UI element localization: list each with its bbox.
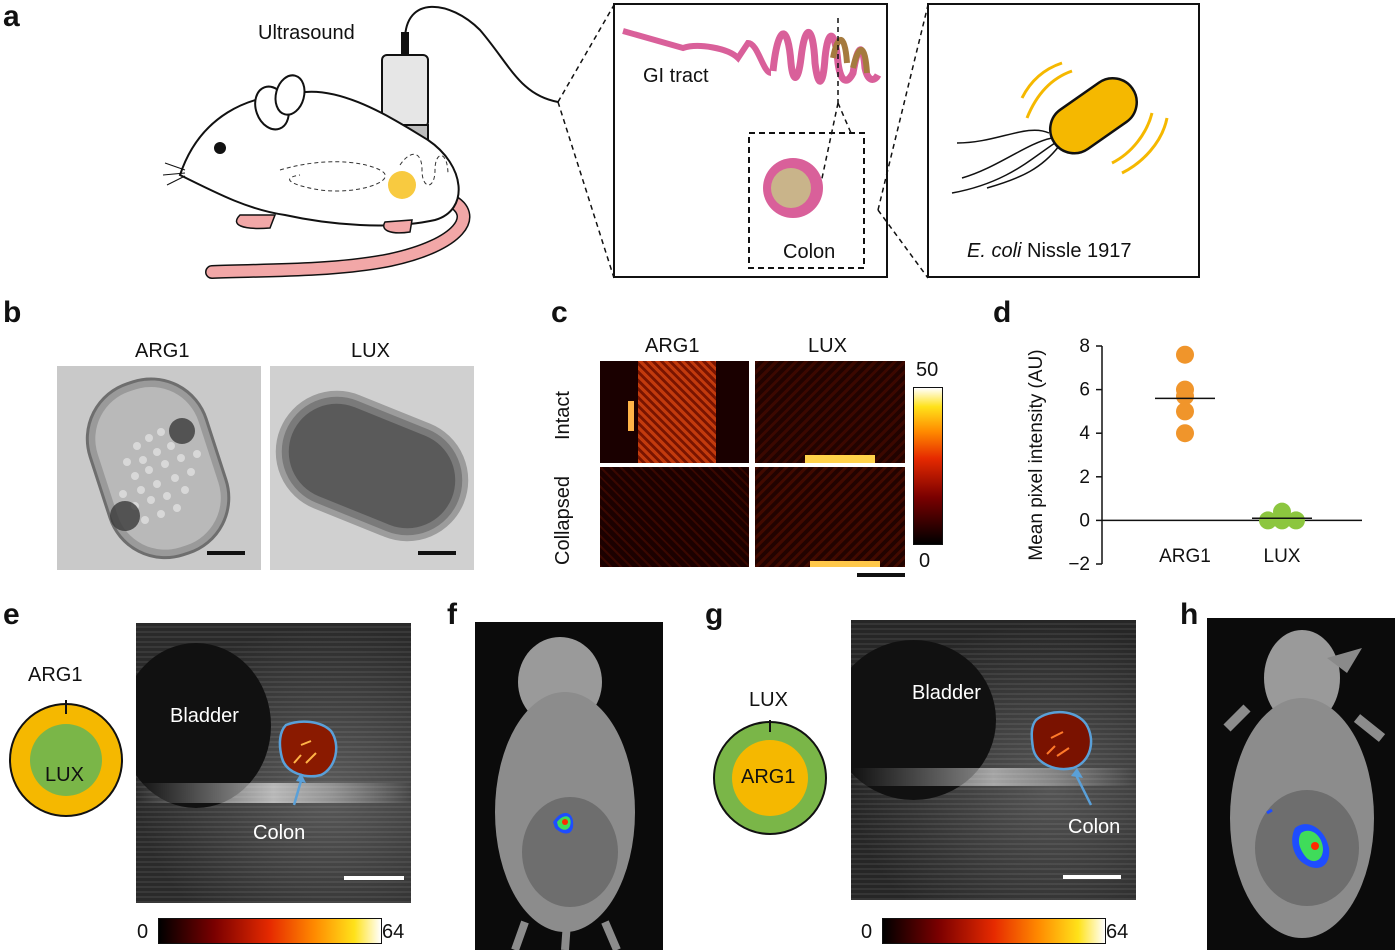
tem-title-arg1: ARG1 bbox=[135, 340, 190, 362]
colorbar-e-min: 0 bbox=[137, 921, 149, 943]
panel-label-g: g bbox=[705, 598, 724, 631]
bladder-label-g: Bladder bbox=[912, 682, 981, 704]
us-col-lux: LUX bbox=[808, 335, 847, 357]
us-image-arg1-intact bbox=[600, 361, 749, 463]
mouse-illustration bbox=[162, 5, 559, 279]
data-point-lux bbox=[1273, 511, 1291, 530]
y-tick-label: −2 bbox=[1068, 554, 1090, 575]
scale-bar-c bbox=[857, 573, 905, 577]
y-tick-label: 0 bbox=[1079, 510, 1090, 531]
bacterium-box bbox=[927, 3, 1200, 278]
data-point-arg1 bbox=[1176, 424, 1194, 443]
us-image-lux-collapsed bbox=[755, 467, 905, 567]
diagram-e-outer-label: ARG1 bbox=[28, 664, 83, 686]
data-point-lux bbox=[1259, 511, 1277, 530]
colorbar-c-min: 0 bbox=[919, 550, 931, 572]
tem-image-lux bbox=[270, 366, 474, 570]
colon-roi-g bbox=[1030, 711, 1121, 879]
y-tick-label: 4 bbox=[1079, 423, 1090, 444]
panel-label-c: c bbox=[551, 296, 568, 329]
y-axis-label: Mean pixel intensity (AU) bbox=[1026, 349, 1047, 560]
diagram-e-inner-label: LUX bbox=[45, 764, 84, 786]
us-col-arg1: ARG1 bbox=[645, 335, 700, 357]
x-category-label: LUX bbox=[1264, 546, 1301, 567]
tem-image-arg1 bbox=[57, 366, 261, 570]
bladder-label-e: Bladder bbox=[170, 705, 239, 727]
panel-label-d: d bbox=[993, 296, 1012, 329]
y-tick-label: 2 bbox=[1079, 467, 1090, 488]
diagram-g-outer-label: LUX bbox=[749, 689, 788, 711]
data-point-arg1 bbox=[1176, 345, 1194, 364]
x-category-label: ARG1 bbox=[1159, 546, 1211, 567]
panel-label-e: e bbox=[3, 598, 20, 631]
zoom-lines bbox=[557, 4, 929, 279]
ultrasound-image-g bbox=[851, 620, 1136, 900]
data-point-arg1 bbox=[1176, 402, 1194, 421]
us-image-lux-intact bbox=[755, 361, 905, 463]
scatter-chart: 8 6 4 2 0 −2 Mean pixel intensity (AU) ARG1 LUX bbox=[1026, 336, 1362, 575]
ultrasound-image-e bbox=[136, 623, 411, 903]
colorbar-e-max: 64 bbox=[382, 921, 405, 943]
tem-title-lux: LUX bbox=[351, 340, 390, 362]
panel-label-h: h bbox=[1180, 598, 1199, 631]
diagram-g-inner-label: ARG1 bbox=[741, 766, 796, 788]
bacterium-label: E. coli Nissle 1917 bbox=[967, 240, 1132, 262]
colorbar-g-min: 0 bbox=[861, 921, 873, 943]
y-tick-label: 6 bbox=[1079, 380, 1090, 401]
colorbar-e bbox=[158, 918, 382, 944]
panel-label-a: a bbox=[3, 0, 20, 33]
colon-label-g: Colon bbox=[1068, 816, 1121, 838]
us-image-arg1-collapsed bbox=[600, 467, 749, 567]
colorbar-c bbox=[913, 387, 943, 545]
colorbar-c-max: 50 bbox=[916, 359, 939, 381]
colorbar-g bbox=[882, 918, 1106, 944]
panel-label-f: f bbox=[447, 598, 457, 631]
colon-roi-e bbox=[278, 720, 404, 880]
gi-tract-box bbox=[613, 3, 888, 278]
gi-tract-drawing bbox=[622, 18, 882, 269]
concentric-diagram-g bbox=[713, 720, 827, 835]
ultrasound-label: Ultrasound bbox=[258, 22, 355, 44]
concentric-diagram-e bbox=[9, 700, 123, 817]
y-tick-label: 8 bbox=[1079, 336, 1090, 357]
bioluminescence-image-f bbox=[475, 622, 663, 950]
colorbar-g-max: 64 bbox=[1106, 921, 1129, 943]
panel-label-b: b bbox=[3, 296, 22, 329]
colon-label-a: Colon bbox=[783, 241, 836, 263]
data-point-lux bbox=[1287, 511, 1305, 530]
bacterium-drawing bbox=[951, 61, 1169, 194]
gi-tract-label: GI tract bbox=[643, 65, 709, 87]
colon-label-e: Colon bbox=[253, 822, 306, 844]
bioluminescence-image-h bbox=[1207, 618, 1395, 950]
data-point-arg1 bbox=[1176, 387, 1194, 406]
